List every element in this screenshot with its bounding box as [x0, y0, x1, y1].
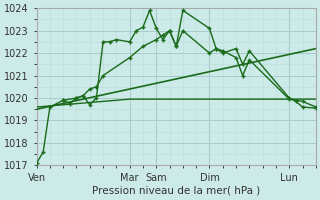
X-axis label: Pression niveau de la mer( hPa ): Pression niveau de la mer( hPa ) [92, 186, 260, 196]
